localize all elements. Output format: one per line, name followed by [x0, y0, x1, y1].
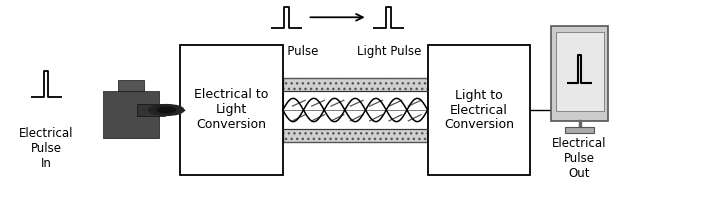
Bar — [136, 104, 165, 116]
Bar — [283, 78, 428, 142]
Bar — [555, 31, 603, 111]
Bar — [180, 45, 283, 175]
Text: Electrical
Pulse
Out: Electrical Pulse Out — [552, 137, 607, 180]
Bar — [428, 45, 530, 175]
Bar — [552, 26, 608, 121]
Text: Electrical to
Light
Conversion: Electrical to Light Conversion — [195, 88, 269, 132]
Bar — [565, 127, 593, 133]
Bar — [118, 80, 143, 91]
Bar — [102, 91, 159, 138]
Bar — [283, 91, 428, 129]
Circle shape — [149, 104, 184, 115]
Text: Light Pulse: Light Pulse — [357, 45, 421, 58]
Text: Light to
Electrical
Conversion: Light to Electrical Conversion — [444, 88, 514, 132]
Text: Electrical
Pulse
In: Electrical Pulse In — [19, 127, 74, 170]
Circle shape — [157, 107, 175, 113]
Text: Light Pulse: Light Pulse — [254, 45, 319, 58]
Bar — [102, 91, 159, 138]
